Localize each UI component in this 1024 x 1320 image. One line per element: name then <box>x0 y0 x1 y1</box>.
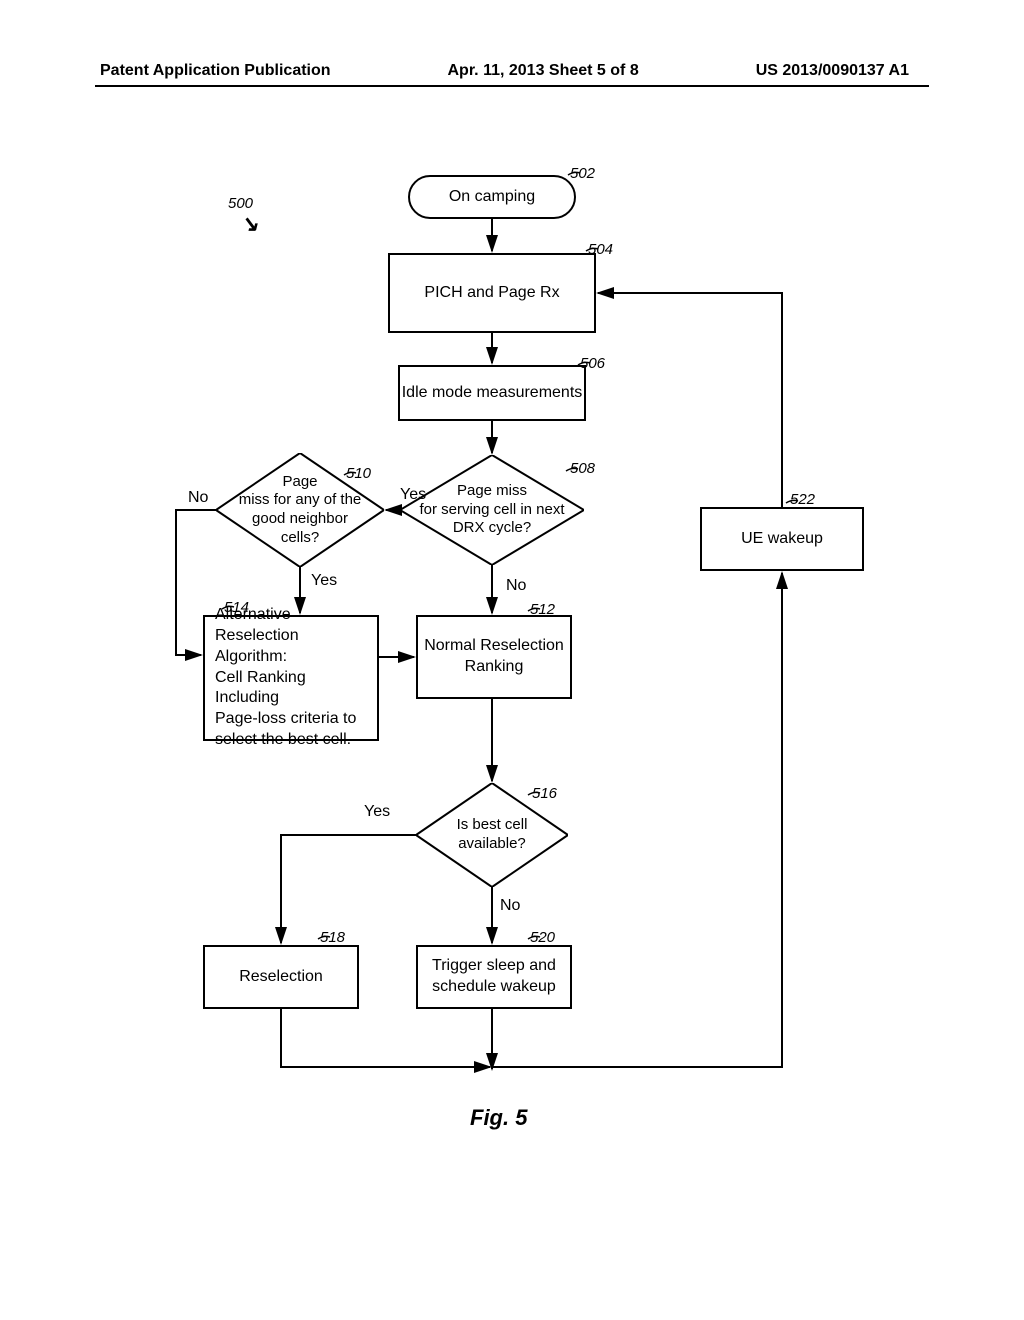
node-label: Pagemiss for any of thegood neighborcell… <box>239 473 362 548</box>
ref-508: 508 <box>570 460 595 477</box>
flowchart-diagram: 500 ↘ On camping PICH and Page Rx Idle m… <box>0 155 1024 1145</box>
node-alternative-reselection: AlternativeReselection Algorithm:Cell Ra… <box>203 615 379 741</box>
edge-label-no-516: No <box>500 897 520 915</box>
node-label: Reselection <box>239 967 323 988</box>
node-label: Trigger sleep andschedule wakeup <box>432 956 556 998</box>
edge-label-yes-516: Yes <box>364 803 390 821</box>
header-divider <box>95 85 929 87</box>
ref-502: 502 <box>570 165 595 182</box>
node-pich-page-rx: PICH and Page Rx <box>388 253 596 333</box>
node-label: Page missfor serving cell in nextDRX cyc… <box>419 482 564 538</box>
node-label: PICH and Page Rx <box>424 283 559 304</box>
figure-caption: Fig. 5 <box>470 1105 527 1131</box>
ref-520: 520 <box>530 929 555 946</box>
node-label: Is best cellavailable? <box>457 816 528 854</box>
node-label: Idle mode measurements <box>402 383 583 404</box>
ref-516: 516 <box>532 785 557 802</box>
node-page-miss-serving: Page missfor serving cell in nextDRX cyc… <box>400 455 584 565</box>
node-ue-wakeup: UE wakeup <box>700 507 864 571</box>
flow-ref-label: 500 <box>228 195 253 212</box>
ref-522: 522 <box>790 491 815 508</box>
node-label: On camping <box>449 187 535 208</box>
node-on-camping: On camping <box>408 175 576 219</box>
node-idle-mode-measurements: Idle mode measurements <box>398 365 586 421</box>
flow-ref-arrow-icon: ↘ <box>240 211 258 237</box>
node-label: UE wakeup <box>741 529 823 550</box>
page-header: Patent Application Publication Apr. 11, … <box>0 62 1024 80</box>
ref-518: 518 <box>320 929 345 946</box>
node-label: AlternativeReselection Algorithm:Cell Ra… <box>215 605 367 751</box>
header-center: Apr. 11, 2013 Sheet 5 of 8 <box>448 62 639 80</box>
header-left: Patent Application Publication <box>100 62 331 80</box>
node-trigger-sleep: Trigger sleep andschedule wakeup <box>416 945 572 1009</box>
header-right: US 2013/0090137 A1 <box>756 62 909 80</box>
node-normal-reselection-ranking: Normal ReselectionRanking <box>416 615 572 699</box>
node-label: Normal ReselectionRanking <box>424 636 564 678</box>
edge-label-no-508: No <box>506 577 526 595</box>
edge-label-no-510: No <box>188 489 208 507</box>
ref-514: 514 <box>224 599 249 616</box>
ref-504: 504 <box>588 241 613 258</box>
ref-506: 506 <box>580 355 605 372</box>
ref-512: 512 <box>530 601 555 618</box>
edge-label-yes-510: Yes <box>311 572 337 590</box>
node-reselection: Reselection <box>203 945 359 1009</box>
